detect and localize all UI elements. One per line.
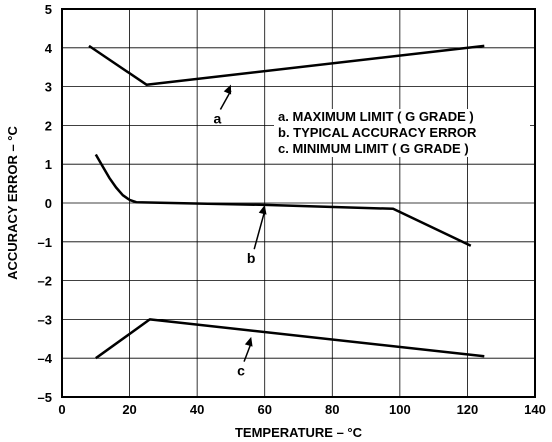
annotation-arrowhead-b xyxy=(258,204,267,215)
y-tick-label: 3 xyxy=(45,80,52,95)
y-tick-label: –5 xyxy=(38,390,52,405)
y-axis-label: ACCURACY ERROR – °C xyxy=(5,126,20,280)
y-tick-label: –3 xyxy=(38,312,52,327)
x-tick-label: 40 xyxy=(190,402,204,417)
x-tick-label: 100 xyxy=(389,402,411,417)
y-tick-label: –2 xyxy=(38,274,52,289)
annotations: a b c xyxy=(214,84,267,379)
legend: a. MAXIMUM LIMIT ( G GRADE )b. TYPICAL A… xyxy=(274,109,530,157)
x-tick-label: 120 xyxy=(457,402,479,417)
plot-frame xyxy=(61,8,536,398)
series-lines xyxy=(88,44,485,360)
y-tick-label: –1 xyxy=(38,235,52,250)
x-axis-label: TEMPERATURE – °C xyxy=(235,425,363,440)
tick-labels: 0 20 40 60 80 100 120 140 –5 –4 –3 –2 –1 0 1 2 3 4 5 xyxy=(38,2,546,417)
legend-entry-bg xyxy=(274,141,530,157)
x-tick-label: 0 xyxy=(58,402,65,417)
legend-entry: c. MINIMUM LIMIT ( G GRADE ) xyxy=(278,141,469,156)
annotation-label-b: b xyxy=(247,250,256,266)
x-tick-label: 60 xyxy=(257,402,271,417)
legend-entry: a. MAXIMUM LIMIT ( G GRADE ) xyxy=(278,109,474,124)
annotation-arrowhead-a xyxy=(223,84,232,95)
legend-entry: b. TYPICAL ACCURACY ERROR xyxy=(278,125,477,140)
y-tick-label: 1 xyxy=(45,157,52,172)
y-tick-label: 2 xyxy=(45,118,52,133)
x-tick-label: 80 xyxy=(325,402,339,417)
series-line-c xyxy=(95,318,485,360)
legend-entry-bg xyxy=(274,125,530,141)
y-tick-label: 0 xyxy=(45,196,52,211)
y-tick-label: 4 xyxy=(45,41,53,56)
annotation-label-a: a xyxy=(214,110,222,126)
y-tick-label: 5 xyxy=(45,2,52,17)
annotation-arrow-b xyxy=(253,210,266,250)
series-line-a xyxy=(88,44,485,86)
y-tick-label: –4 xyxy=(38,351,53,366)
annotation-label-c: c xyxy=(237,363,245,379)
annotation-arrow-c xyxy=(243,342,252,362)
annotation-arrow-a xyxy=(219,90,232,110)
x-tick-label: 20 xyxy=(122,402,136,417)
x-tick-label: 140 xyxy=(524,402,546,417)
annotation-arrowhead-c xyxy=(244,336,253,347)
legend-entry-bg xyxy=(274,109,530,125)
series-line-b xyxy=(94,153,472,247)
